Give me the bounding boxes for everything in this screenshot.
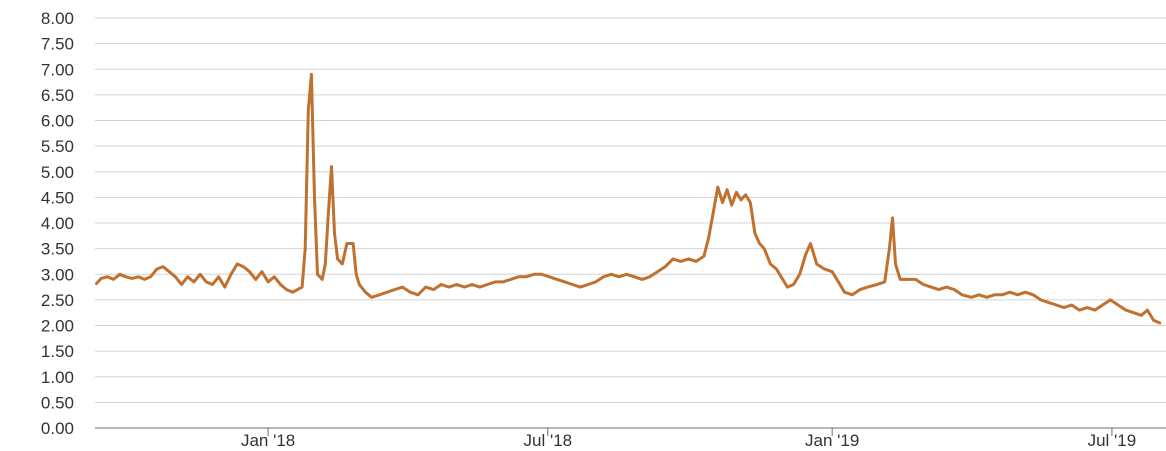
y-tick-label: 6.50 xyxy=(41,86,74,105)
y-tick-label: 3.00 xyxy=(41,265,74,284)
y-tick-label: 4.50 xyxy=(41,188,74,207)
y-tick-label: 0.00 xyxy=(41,419,74,438)
x-axis: Jan '18 Jul '18 Jan '19 Jul '19 xyxy=(95,427,1166,450)
series-group xyxy=(95,72,1162,325)
y-tick-label: 2.00 xyxy=(41,317,74,336)
y-tick-label: 7.00 xyxy=(41,60,74,79)
y-tick-label: 5.50 xyxy=(41,137,74,156)
y-axis: 0.00 0.50 1.00 1.50 2.00 2.50 3.00 3.50 4.00 4.50… xyxy=(41,9,74,438)
x-tick-label: Jul '18 xyxy=(524,431,573,450)
y-tick-label: 5.00 xyxy=(41,163,74,182)
x-tick-label: Jan '18 xyxy=(241,431,295,450)
y-tick-label: 0.50 xyxy=(41,393,74,412)
y-tick-label: 2.50 xyxy=(41,291,74,310)
y-tick-label: 7.50 xyxy=(41,35,74,54)
y-tick-label: 3.50 xyxy=(41,240,74,259)
y-tick-label: 8.00 xyxy=(41,9,74,28)
y-tick-label: 6.00 xyxy=(41,112,74,131)
y-tick-label: 1.50 xyxy=(41,342,74,361)
series-line xyxy=(95,72,1162,325)
x-tick-label: Jan '19 xyxy=(805,431,859,450)
x-tick-label: Jul '19 xyxy=(1088,431,1137,450)
y-tick-label: 4.00 xyxy=(41,214,74,233)
gridlines xyxy=(95,17,1166,403)
y-tick-label: 1.00 xyxy=(41,368,74,387)
